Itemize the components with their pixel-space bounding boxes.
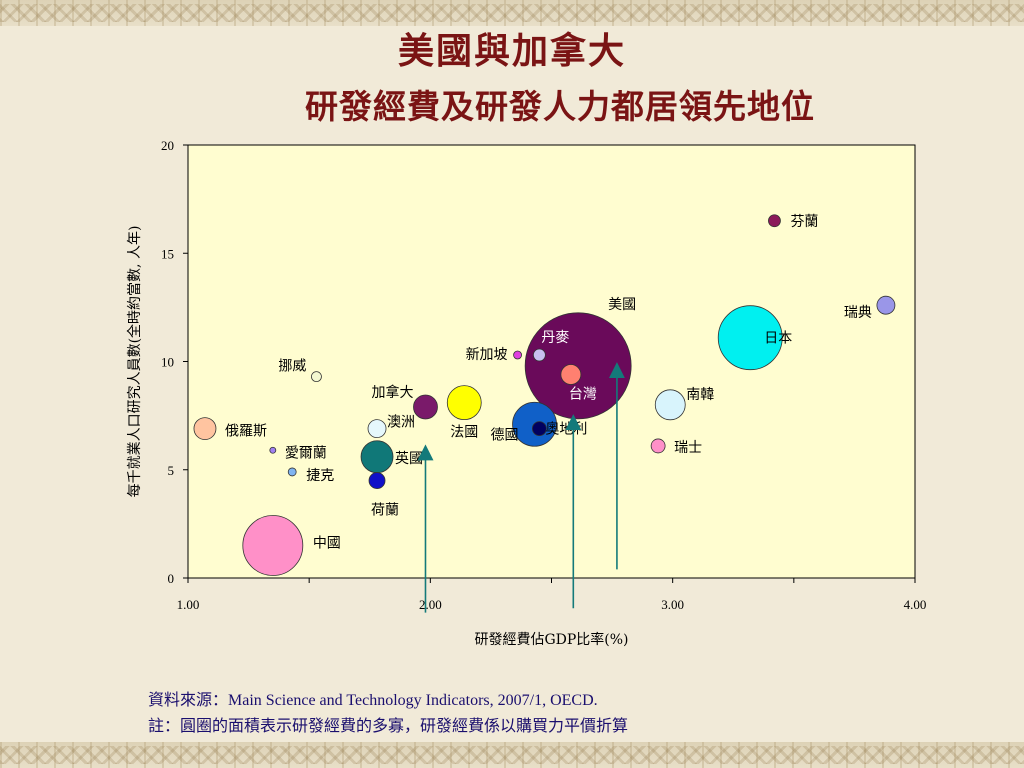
bubble-label: 丹麥	[541, 330, 569, 346]
bubble-label: 瑞士	[674, 440, 702, 456]
bubble	[287, 467, 297, 477]
bubble	[368, 472, 386, 489]
bubble	[560, 364, 582, 385]
bubble-label: 芬蘭	[790, 214, 818, 230]
bubble-label: 法國	[450, 425, 478, 441]
bubble	[360, 440, 394, 474]
bubble	[717, 305, 783, 371]
bubble-label: 奧地利	[545, 422, 587, 438]
bubble-label: 荷蘭	[371, 503, 399, 519]
bubble	[193, 417, 217, 441]
x-axis-label: 研發經費佔GDP比率(%)	[474, 631, 628, 648]
top-decorative-band	[0, 0, 1024, 26]
bubble	[654, 389, 686, 421]
bubble	[413, 394, 438, 420]
bubble-label: 挪威	[278, 359, 306, 375]
y-tick-label: 5	[168, 463, 175, 478]
source-text: Main Science and Technology Indicators, …	[228, 692, 598, 709]
source-footnote: 資料來源：Main Science and Technology Indicat…	[148, 686, 598, 710]
bubble-label: 南韓	[686, 387, 714, 403]
bubble	[531, 421, 547, 437]
bubble-label: 捷克	[306, 468, 334, 484]
bubble	[650, 438, 666, 454]
bubble-label: 新加坡	[466, 347, 508, 363]
bubble	[513, 350, 522, 360]
bottom-decorative-band	[0, 742, 1024, 768]
bubble-label: 中國	[313, 536, 341, 552]
x-tick-label: 2.00	[419, 597, 442, 612]
note-footnote: 註：圓圈的面積表示研發經費的多寡，研發經費係以購買力平價折算	[148, 716, 629, 735]
source-label: 資料來源：	[148, 690, 229, 709]
x-tick-label: 3.00	[661, 597, 684, 612]
bubble-label: 澳洲	[387, 415, 415, 431]
bubble	[367, 419, 387, 439]
bubble-label: 瑞典	[844, 305, 872, 321]
slide-subtitle: 研發經費及研發人力都居領先地位	[305, 87, 815, 126]
bubble	[269, 446, 277, 454]
bubble-label: 台灣	[569, 386, 597, 402]
bubble	[876, 295, 896, 315]
bubble-label: 俄羅斯	[225, 424, 267, 440]
bubble-label: 日本	[764, 331, 792, 347]
bubble	[242, 515, 304, 576]
bubble	[446, 385, 482, 421]
y-tick-label: 10	[161, 355, 174, 370]
x-tick-label: 4.00	[904, 597, 927, 612]
x-tick-label: 1.00	[177, 597, 200, 612]
slide-title: 美國與加拿大	[397, 30, 626, 72]
bubble-label: 英國	[395, 450, 423, 467]
bubble-label: 德國	[491, 427, 519, 443]
bubble	[311, 371, 322, 383]
y-axis-label: 每千就業人口研究人員數(全時約當數, 人年)	[126, 226, 143, 498]
y-tick-label: 0	[168, 571, 175, 586]
bubble-label: 美國	[608, 297, 636, 313]
bubble	[532, 348, 546, 362]
y-tick-label: 20	[161, 138, 174, 153]
bubble-label: 加拿大	[371, 384, 413, 401]
bubble	[768, 214, 781, 228]
bubble-label: 愛爾蘭	[285, 445, 327, 461]
y-tick-label: 15	[161, 246, 174, 261]
